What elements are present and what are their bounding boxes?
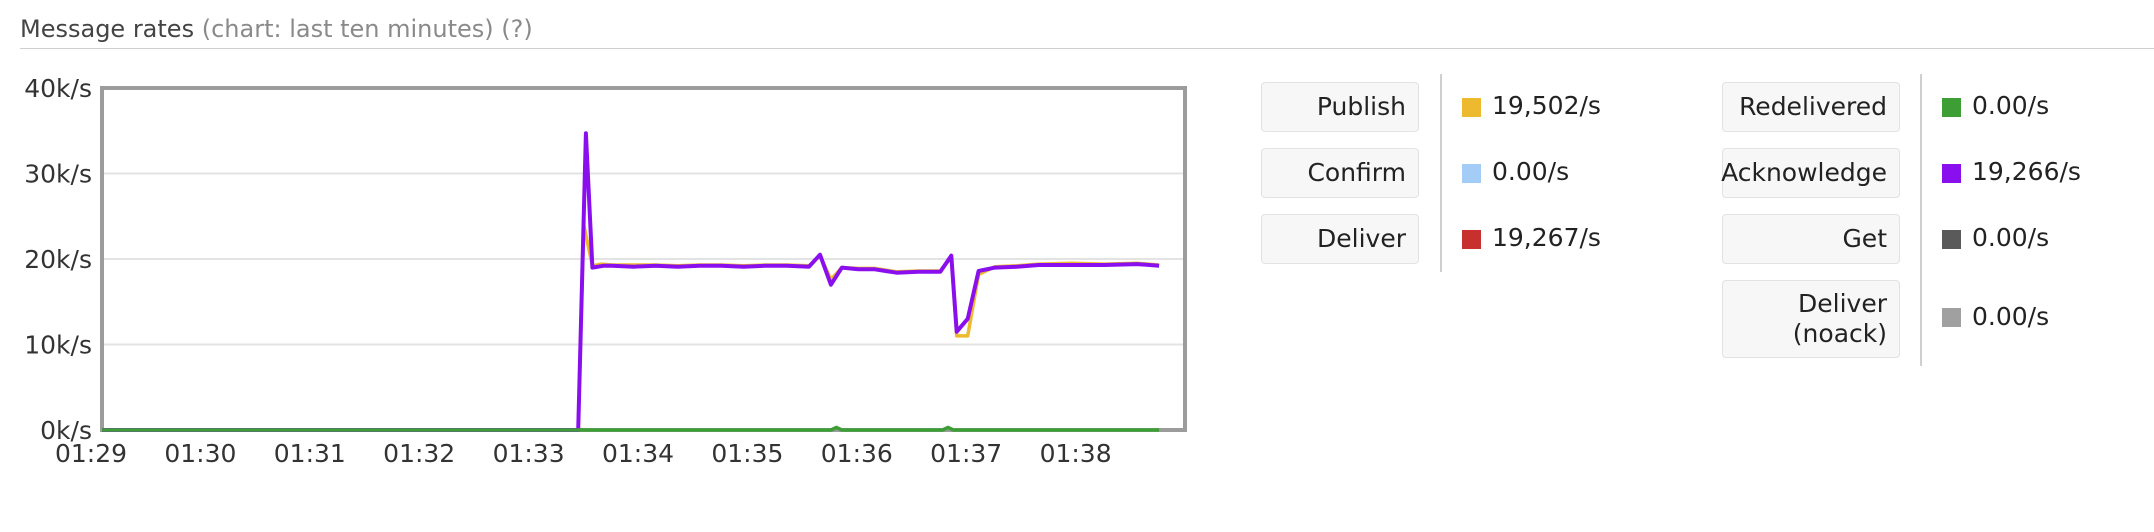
x-tick-label: 01:30 xyxy=(164,439,236,468)
x-tick-label: 01:36 xyxy=(821,439,893,468)
x-tick-label: 01:35 xyxy=(711,439,783,468)
x-tick-label: 01:33 xyxy=(493,439,565,468)
message-rates-chart: 0k/s 10k/s 20k/s 30k/s 40k/s 01:29 01:30 01:31 0… xyxy=(24,74,1187,468)
legend-button-publish[interactable]: Publish xyxy=(1261,82,1419,132)
y-tick-label: 20k/s xyxy=(24,245,92,274)
y-tick-label: 0k/s xyxy=(40,416,92,445)
x-tick-label: 01:32 xyxy=(383,439,455,468)
legend-button-deliver[interactable]: Deliver xyxy=(1261,214,1419,264)
legend-swatch xyxy=(1942,98,1961,117)
series-line-acknowledge xyxy=(102,131,1160,432)
x-tick-label: 01:29 xyxy=(55,439,127,468)
y-tick-label: 30k/s xyxy=(24,160,92,189)
legend-swatch xyxy=(1942,230,1961,249)
legend-button-get[interactable]: Get xyxy=(1722,214,1900,264)
y-tick-label: 40k/s xyxy=(24,74,92,103)
section-title: Message rates xyxy=(20,15,195,43)
x-tick-label: 01:34 xyxy=(602,439,674,468)
legend-swatch xyxy=(1462,164,1481,183)
legend-value-deliver: 19,267/s xyxy=(1492,223,1601,252)
legend-swatch xyxy=(1942,308,1961,327)
legend-value-redelivered: 0.00/s xyxy=(1972,91,2050,120)
legend-swatch xyxy=(1462,230,1481,249)
legend-button-confirm[interactable]: Confirm xyxy=(1261,148,1419,198)
legend-value-deliver-noack: 0.00/s xyxy=(1972,302,2050,331)
y-tick-label: 10k/s xyxy=(24,331,92,360)
help-link[interactable]: (?) xyxy=(501,15,533,43)
legend-value-get: 0.00/s xyxy=(1972,223,2050,252)
legend-value-acknowledge: 19,266/s xyxy=(1972,157,2081,186)
section-header: Message rates (chart: last ten minutes) … xyxy=(20,10,2154,49)
x-tick-label: 01:37 xyxy=(930,439,1002,468)
legend-divider xyxy=(1920,74,1922,366)
legend-divider xyxy=(1440,74,1442,272)
series-line-publish xyxy=(102,223,1160,432)
legend-value-publish: 19,502/s xyxy=(1492,91,1601,120)
series-line-redelivered xyxy=(102,425,1160,432)
legend-button-acknowledge[interactable]: Acknowledge xyxy=(1721,148,1900,198)
legend-swatch xyxy=(1462,98,1481,117)
x-tick-label: 01:38 xyxy=(1040,439,1112,468)
legend-button-redelivered[interactable]: Redelivered xyxy=(1722,82,1900,132)
legend-button-deliver-noack[interactable]: Deliver (noack) xyxy=(1722,280,1900,358)
x-tick-label: 01:31 xyxy=(274,439,346,468)
section-subtitle: (chart: last ten minutes) xyxy=(201,15,494,43)
legend-swatch xyxy=(1942,164,1961,183)
legend-value-confirm: 0.00/s xyxy=(1492,157,1570,186)
